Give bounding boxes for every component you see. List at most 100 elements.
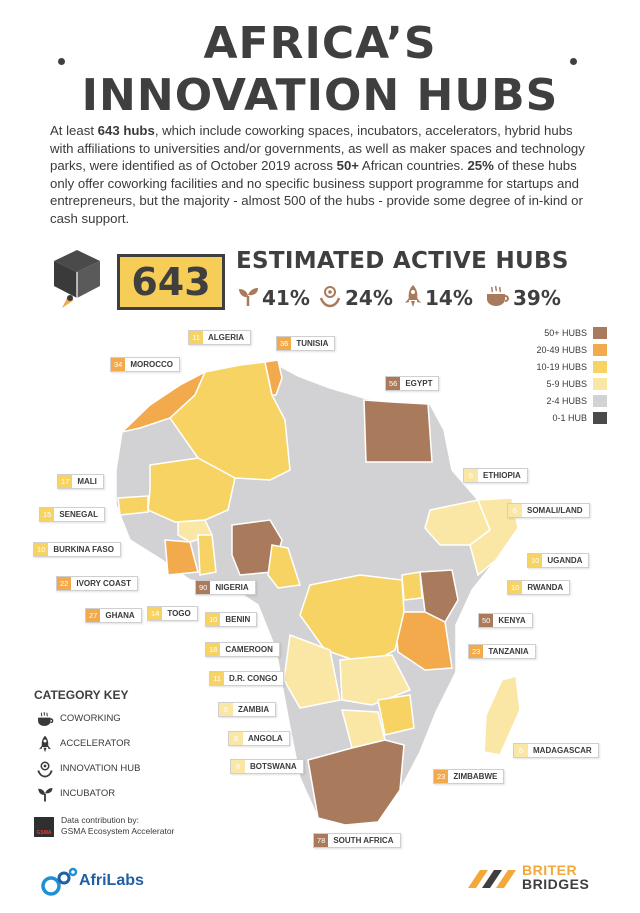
country-label-rwanda: 10 RWANDA <box>507 580 571 595</box>
seedling-icon <box>239 288 258 306</box>
country-shape-zimbabwe <box>377 694 415 736</box>
country-name: TANZANIA <box>488 647 529 656</box>
legend-label: 50+ HUBS <box>544 328 587 338</box>
country-count: 8 <box>231 760 245 773</box>
briter-wordmark-line2: BRIDGES <box>522 876 590 892</box>
decor-dot-left <box>58 58 65 65</box>
country-name: KENYA <box>498 616 526 625</box>
legend-swatch <box>593 344 607 356</box>
briter-bridges-logo: BRITER BRIDGES <box>466 862 606 892</box>
country-label-dr-congo: 11 D.R. CONGO <box>209 671 285 686</box>
country-label-uganda: 10 UGANDA <box>527 553 590 568</box>
legend-item: 20-49 HUBS <box>513 343 613 360</box>
legend-swatch <box>593 361 607 373</box>
country-shape-madagascar <box>483 675 521 756</box>
category-label: INNOVATION HUB <box>60 763 141 774</box>
credit-line1: Data contribution by: <box>61 815 139 825</box>
category-label: ACCELERATOR <box>60 738 131 749</box>
intro-paragraph: At least 643 hubs, which include coworki… <box>50 122 595 227</box>
country-label-angola: 8 ANGOLA <box>228 731 290 746</box>
decor-dot-right <box>570 58 577 65</box>
country-label-tanzania: 23 TANZANIA <box>468 644 536 659</box>
country-count: 14 <box>148 607 163 620</box>
country-count: 11 <box>189 331 203 344</box>
legend-label: 5-9 HUBS <box>546 379 587 389</box>
country-count: 78 <box>314 834 329 847</box>
intro-text: At least <box>50 123 98 138</box>
country-name: MOROCCO <box>130 360 174 369</box>
country-count: 22 <box>57 577 72 590</box>
page-title-line2: INNOVATION HUBS <box>81 70 559 121</box>
category-item-accelerator: ACCELERATOR <box>34 735 214 760</box>
country-label-egypt: 56 EGYPT <box>385 376 440 391</box>
country-name: RWANDA <box>527 583 564 592</box>
country-count: 15 <box>40 508 55 521</box>
country-count: 50 <box>479 614 494 627</box>
coworking-icon <box>38 711 54 726</box>
country-name: ANGOLA <box>248 734 283 743</box>
country-count: 10 <box>34 543 49 556</box>
country-shape-ivory-coast <box>164 539 199 576</box>
country-name: ZIMBABWE <box>453 772 498 781</box>
country-name: SOMALI/LAND <box>527 506 583 515</box>
category-item-coworking: COWORKING <box>34 710 214 735</box>
incubator-percentage: 41% <box>262 286 310 310</box>
legend-swatch <box>593 378 607 390</box>
legend-swatch <box>593 395 607 407</box>
country-shape-tanzania <box>394 611 453 671</box>
legend-item: 2-4 HUBS <box>513 394 613 411</box>
country-label-zambia: 6 ZAMBIA <box>218 702 277 717</box>
gsma-logo: GSMA <box>34 817 54 837</box>
country-count: 23 <box>434 770 449 783</box>
country-label-algeria: 11 ALGERIA <box>188 330 251 345</box>
country-name: MALI <box>77 477 97 486</box>
country-name: ZAMBIA <box>238 705 270 714</box>
country-shape-algeria <box>169 361 291 481</box>
country-name: D.R. CONGO <box>229 674 278 683</box>
country-count: 10 <box>508 581 523 594</box>
legend-item: 0-1 HUB <box>513 411 613 428</box>
coworking-percentage: 39% <box>513 286 561 310</box>
country-label-south-africa: 78 SOUTH AFRICA <box>313 833 401 848</box>
rocket-icon <box>39 735 51 753</box>
country-shape-south-africa <box>307 739 405 826</box>
category-key: CATEGORY KEY COWORKING ACCELERATOR INNOV… <box>34 688 214 810</box>
country-count: 11 <box>210 672 224 685</box>
country-name: SENEGAL <box>59 510 99 519</box>
country-count: 56 <box>386 377 401 390</box>
country-name: MADAGASCAR <box>533 746 592 755</box>
afrilabs-wordmark: AfriLabs <box>79 872 144 889</box>
legend-item: 5-9 HUBS <box>513 377 613 394</box>
intro-highlight: 50+ <box>336 158 359 173</box>
category-label: COWORKING <box>60 713 121 724</box>
country-name: BOTSWANA <box>250 762 297 771</box>
briter-bridges-mark-icon <box>468 870 516 888</box>
country-shape-cameroon <box>267 544 301 589</box>
legend-item: 10-19 HUBS <box>513 360 613 377</box>
country-name: ALGERIA <box>208 333 244 342</box>
hubs-legend: 50+ HUBS 20-49 HUBS 10-19 HUBS 5-9 HUBS … <box>513 326 613 428</box>
hub-cube-rocket-icon <box>54 250 100 308</box>
country-shape-angola <box>283 633 341 709</box>
intro-highlight: 25% <box>467 158 494 173</box>
intro-text: African countries. <box>358 158 468 173</box>
country-shape-egypt <box>363 399 433 463</box>
intro-highlight: 643 hubs <box>97 123 155 138</box>
afrilabs-logo: AfriLabs <box>40 866 170 898</box>
country-label-somaliland: 6 SOMALI/LAND <box>507 503 590 518</box>
category-item-innovation-hub: INNOVATION HUB <box>34 760 214 785</box>
country-label-zimbabwe: 23 ZIMBABWE <box>433 769 505 784</box>
country-name: BENIN <box>225 615 251 624</box>
country-name: EGYPT <box>405 379 433 388</box>
category-label: INCUBATOR <box>60 788 116 799</box>
estimated-hubs-heading: ESTIMATED ACTIVE HUBS <box>236 248 569 274</box>
country-label-madagascar: 6 MADAGASCAR <box>513 743 599 758</box>
country-count: 34 <box>111 358 126 371</box>
country-name: BURKINA FASO <box>53 545 114 554</box>
country-label-ivory-coast: 22 IVORY COAST <box>56 576 139 591</box>
legend-label: 10-19 HUBS <box>536 362 587 372</box>
innovation-hub-percentage: 24% <box>345 286 393 310</box>
country-name: TOGO <box>167 609 191 618</box>
country-label-mali: 17 MALI <box>57 474 104 489</box>
country-label-ghana: 27 GHANA <box>85 608 142 623</box>
